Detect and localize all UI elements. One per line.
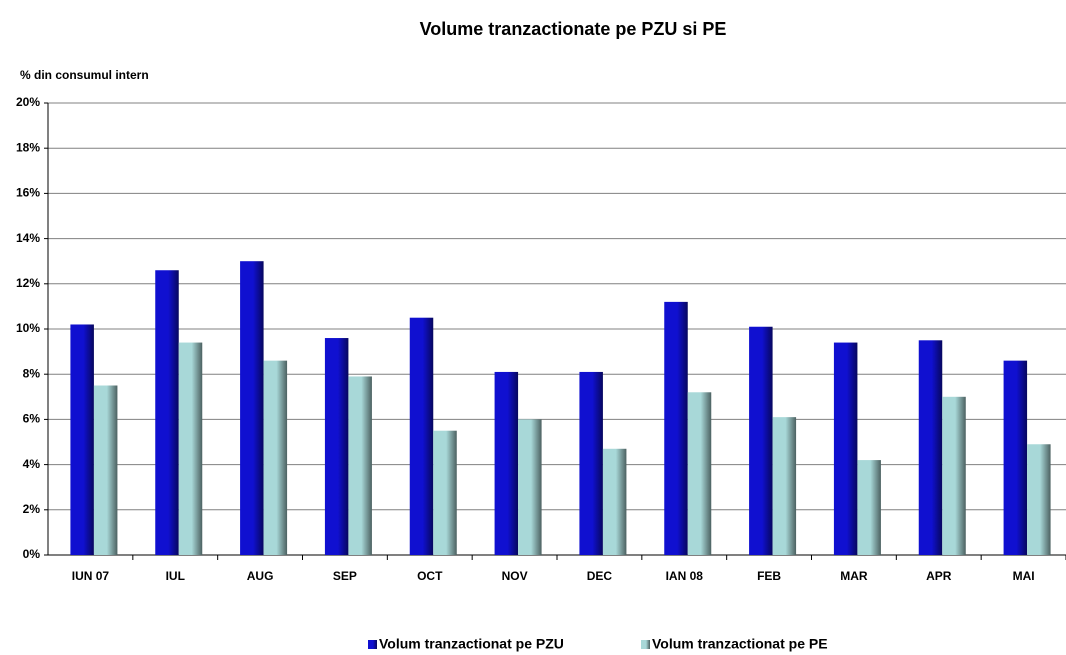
bar <box>433 430 457 555</box>
bar <box>857 460 881 555</box>
bar <box>155 270 179 555</box>
bar <box>1027 444 1051 555</box>
bar <box>664 301 688 555</box>
x-tick-label: FEB <box>757 569 781 583</box>
bar <box>494 371 519 555</box>
legend-swatch <box>368 640 377 649</box>
bar <box>942 396 966 555</box>
bar <box>772 417 797 555</box>
bar <box>240 261 264 555</box>
bar <box>70 324 94 555</box>
legend-label: Volum tranzactionat pe PZU <box>379 636 564 652</box>
bar <box>918 340 943 555</box>
chart-title: Volume tranzactionate pe PZU si PE <box>420 19 727 39</box>
bar <box>263 360 288 555</box>
y-axis-label: % din consumul intern <box>20 68 149 82</box>
y-tick-label: 16% <box>16 186 40 200</box>
x-tick-label: SEP <box>333 569 357 583</box>
y-tick-label: 8% <box>23 366 41 380</box>
y-tick-label: 12% <box>16 276 40 290</box>
y-tick-label: 6% <box>23 412 41 426</box>
y-tick-label: 10% <box>16 321 40 335</box>
y-tick-label: 4% <box>23 457 41 471</box>
bar <box>409 317 434 555</box>
y-tick-label: 18% <box>16 140 40 154</box>
y-tick-label: 2% <box>23 502 41 516</box>
x-tick-label: AUG <box>247 569 274 583</box>
x-tick-label: DEC <box>587 569 613 583</box>
x-tick-label: MAR <box>840 569 868 583</box>
bar <box>93 385 118 555</box>
legend-label: Volum tranzactionat pe PE <box>652 636 828 652</box>
bar <box>178 342 203 555</box>
x-tick-label: NOV <box>502 569 528 583</box>
bar <box>348 376 372 555</box>
bar <box>749 326 773 555</box>
x-tick-label: MAI <box>1013 569 1035 583</box>
bar <box>602 448 627 555</box>
x-tick-label: OCT <box>417 569 443 583</box>
bar <box>518 419 542 555</box>
bar <box>687 392 712 555</box>
y-tick-label: 20% <box>16 95 40 109</box>
bar <box>324 338 349 555</box>
x-tick-label: IUN 07 <box>72 569 110 583</box>
x-tick-label: IUL <box>166 569 185 583</box>
y-tick-label: 14% <box>16 231 40 245</box>
bar <box>1003 360 1028 555</box>
bar <box>833 342 858 555</box>
legend-swatch <box>641 640 650 649</box>
y-tick-label: 0% <box>23 547 41 561</box>
bar <box>579 371 603 555</box>
x-tick-label: IAN 08 <box>666 569 704 583</box>
x-tick-label: APR <box>926 569 952 583</box>
